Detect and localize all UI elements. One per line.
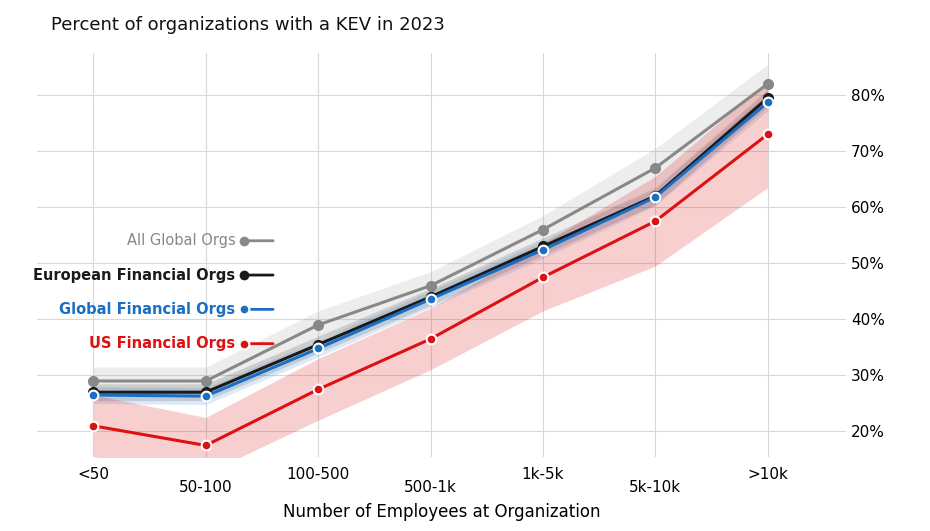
- Text: Global Financial Orgs: Global Financial Orgs: [60, 302, 235, 317]
- Text: Percent of organizations with a KEV in 2023: Percent of organizations with a KEV in 2…: [51, 16, 445, 34]
- Text: European Financial Orgs: European Financial Orgs: [33, 268, 235, 282]
- Text: 100-500: 100-500: [286, 467, 350, 482]
- Text: 50-100: 50-100: [179, 480, 232, 495]
- Text: 500-1k: 500-1k: [404, 480, 457, 495]
- Text: All Global Orgs: All Global Orgs: [126, 233, 235, 249]
- X-axis label: Number of Employees at Organization: Number of Employees at Organization: [283, 503, 601, 521]
- Text: <50: <50: [77, 467, 110, 482]
- Text: 1k-5k: 1k-5k: [522, 467, 565, 482]
- Text: >10k: >10k: [747, 467, 788, 482]
- Text: US Financial Orgs: US Financial Orgs: [89, 336, 235, 351]
- Text: 5k-10k: 5k-10k: [630, 480, 682, 495]
